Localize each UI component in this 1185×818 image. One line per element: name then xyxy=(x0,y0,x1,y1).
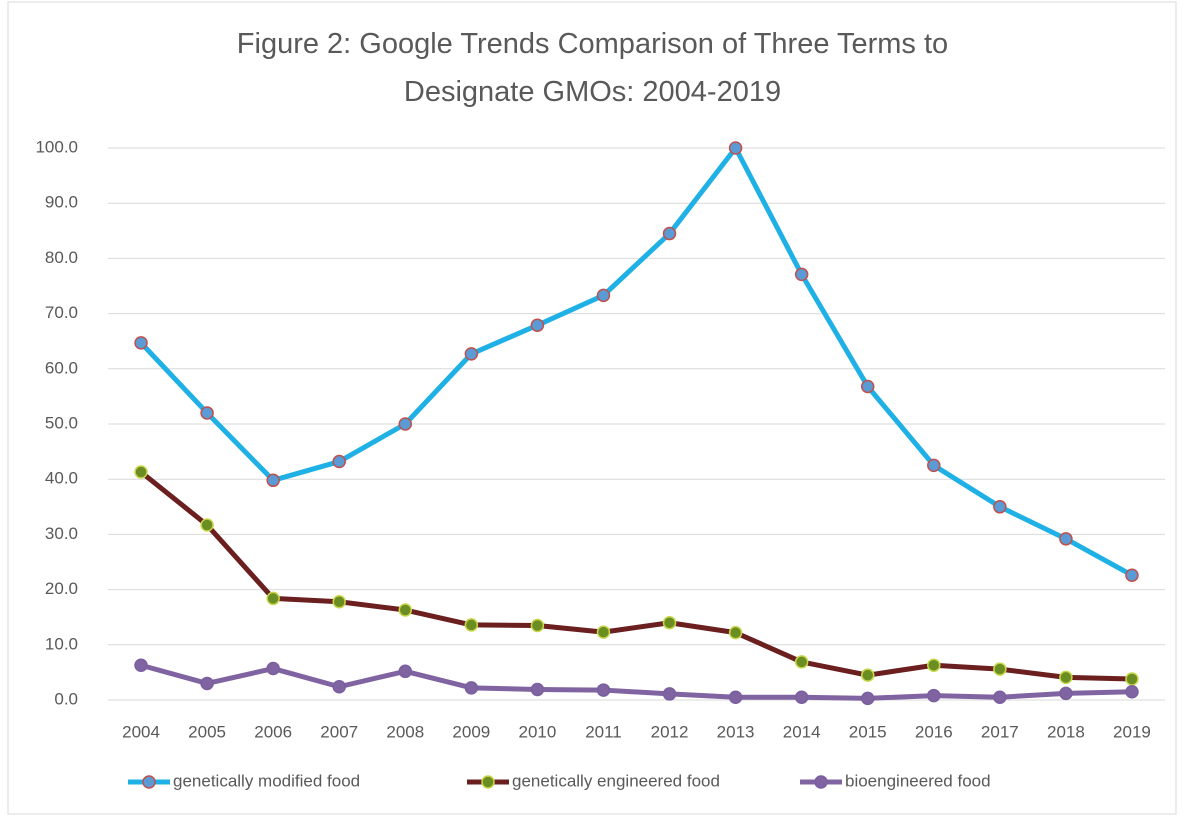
series-marker xyxy=(596,288,611,303)
series-marker xyxy=(794,267,809,282)
y-tick-label: 30.0 xyxy=(45,524,78,543)
series-marker xyxy=(398,603,413,617)
series-marker xyxy=(860,668,875,682)
y-tick-label: 10.0 xyxy=(45,634,78,653)
series-marker xyxy=(200,406,214,420)
legend-marker xyxy=(481,775,495,789)
series-marker xyxy=(332,680,346,694)
series-line xyxy=(140,662,1133,701)
series-marker xyxy=(794,655,809,669)
x-tick-label: 2004 xyxy=(122,722,160,741)
series-marker xyxy=(398,417,413,431)
series-marker xyxy=(1125,672,1139,686)
series-marker xyxy=(662,226,677,241)
series-marker xyxy=(134,336,148,350)
series-marker xyxy=(860,379,875,394)
series-marker xyxy=(464,347,479,361)
series-line xyxy=(139,470,1133,682)
series-marker xyxy=(927,658,941,672)
x-tick-label: 2019 xyxy=(1113,722,1151,741)
series-marker xyxy=(596,683,611,697)
series-marker xyxy=(728,141,743,155)
series-marker xyxy=(927,688,941,703)
series-marker xyxy=(200,518,214,532)
chart-border xyxy=(7,1,1177,815)
series-marker xyxy=(134,658,148,672)
y-tick-label: 0.0 xyxy=(54,689,78,708)
series-marker xyxy=(530,618,545,633)
series-marker xyxy=(662,687,677,701)
legend-label: bioengineered food xyxy=(845,771,991,790)
x-tick-label: 2011 xyxy=(585,722,622,741)
series-marker xyxy=(1125,568,1139,582)
x-tick-label: 2006 xyxy=(254,722,292,741)
x-tick-label: 2015 xyxy=(849,722,887,741)
x-tick-label: 2018 xyxy=(1047,722,1085,741)
series-marker xyxy=(728,690,743,704)
series-marker xyxy=(332,594,346,609)
series-marker xyxy=(993,500,1007,514)
y-tick-label: 60.0 xyxy=(45,358,78,377)
series-marker xyxy=(794,690,809,704)
legend-marker xyxy=(814,775,828,789)
series-marker xyxy=(530,682,545,697)
y-tick-label: 20.0 xyxy=(45,579,78,598)
series-line xyxy=(139,145,1134,578)
x-tick-label: 2007 xyxy=(320,722,358,741)
series-marker xyxy=(464,618,479,632)
y-tick-label: 100.0 xyxy=(35,137,78,156)
series-marker xyxy=(530,318,545,332)
series-marker xyxy=(1125,684,1139,699)
x-tick-label: 2009 xyxy=(452,722,490,741)
chart-title: Figure 2: Google Trends Comparison of Th… xyxy=(236,28,949,108)
legend-label: genetically engineered food xyxy=(512,771,720,790)
series-marker xyxy=(927,458,941,473)
series-marker xyxy=(134,465,148,479)
series-marker xyxy=(993,690,1007,704)
series-marker xyxy=(1059,670,1073,685)
legend-label: genetically modified food xyxy=(173,771,360,790)
series-marker xyxy=(596,625,611,639)
series-marker xyxy=(860,691,875,706)
series-marker xyxy=(728,625,743,640)
y-tick-label: 80.0 xyxy=(45,248,78,267)
x-tick-label: 2013 xyxy=(717,722,755,741)
series-marker xyxy=(993,662,1007,676)
series-marker xyxy=(266,661,280,676)
x-tick-label: 2012 xyxy=(651,722,689,741)
series-marker xyxy=(332,454,346,469)
series-marker xyxy=(266,591,280,606)
x-tick-label: 2017 xyxy=(981,722,1019,741)
legend-marker xyxy=(142,775,156,789)
x-tick-label: 2016 xyxy=(915,722,953,741)
series-marker xyxy=(398,664,413,679)
series-marker xyxy=(464,681,479,695)
x-tick-label: 2008 xyxy=(386,722,424,741)
x-tick-label: 2005 xyxy=(188,722,226,741)
series-marker xyxy=(1059,686,1073,701)
series-marker xyxy=(1059,532,1073,546)
y-tick-label: 70.0 xyxy=(45,303,78,322)
x-tick-label: 2014 xyxy=(783,722,821,741)
y-tick-label: 40.0 xyxy=(45,469,78,488)
x-tick-label: 2010 xyxy=(518,722,556,741)
series-marker xyxy=(662,615,677,630)
series-marker xyxy=(200,676,214,691)
series-marker xyxy=(266,473,280,488)
y-tick-label: 90.0 xyxy=(45,193,78,212)
y-tick-label: 50.0 xyxy=(45,413,78,432)
